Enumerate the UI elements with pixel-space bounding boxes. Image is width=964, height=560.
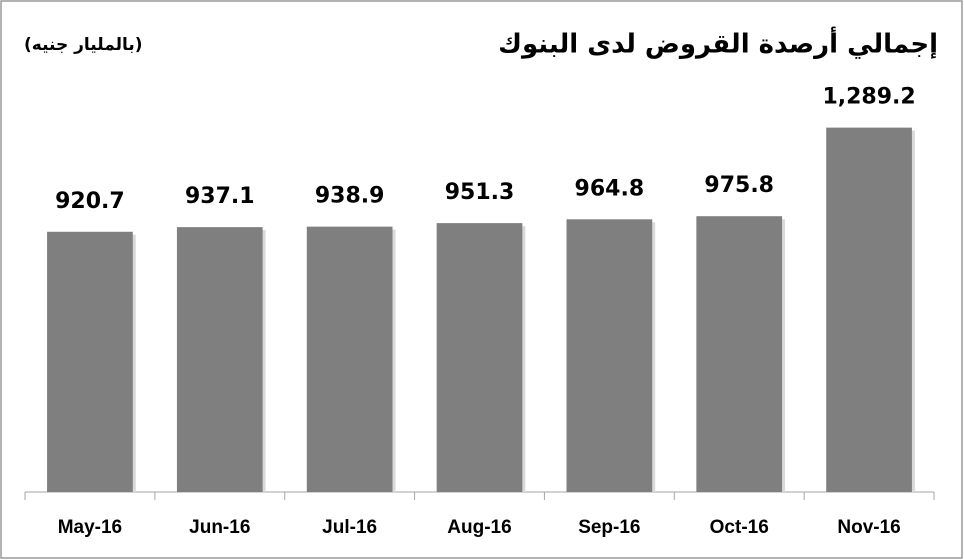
- bar: [306, 226, 393, 492]
- value-label: 938.9: [315, 184, 385, 209]
- value-label: 975.8: [704, 173, 774, 198]
- chart-title: إجمالي أرصدة القروض لدى البنوك: [498, 27, 938, 60]
- value-label: 920.7: [55, 189, 125, 214]
- value-label: 1,289.2: [822, 85, 915, 110]
- value-label: 951.3: [445, 180, 515, 205]
- x-tick-label: Oct-16: [710, 517, 769, 538]
- x-tick-label: Jul-16: [322, 517, 377, 538]
- x-tick-label: Aug-16: [447, 517, 511, 538]
- value-label: 937.1: [185, 184, 255, 209]
- bar: [176, 227, 263, 492]
- x-tick-label: Sep-16: [578, 517, 640, 538]
- bar: [47, 231, 133, 493]
- chart-subtitle: (بالمليار جنيه): [24, 35, 143, 55]
- bar: [436, 223, 523, 493]
- x-tick-label: Jun-16: [189, 517, 250, 538]
- bar: [566, 219, 653, 492]
- x-tick-label: Nov-16: [837, 517, 900, 538]
- bar: [696, 216, 783, 492]
- x-tick-label: May-16: [58, 517, 122, 538]
- value-label: 964.8: [575, 176, 645, 201]
- bar: [826, 127, 912, 492]
